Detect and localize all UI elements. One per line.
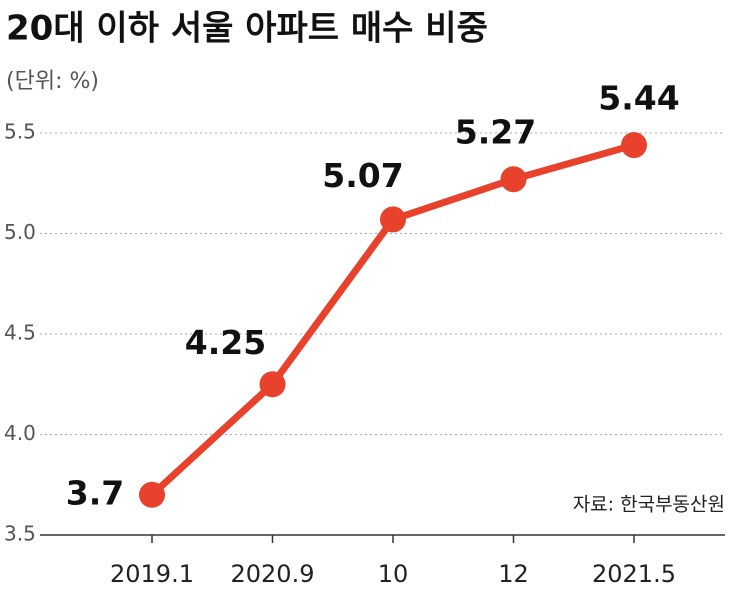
data-line	[149, 141, 635, 498]
chart-title: 20대 이하 서울 아파트 매수 비중	[6, 9, 488, 49]
x-tick-label: 2020.9	[231, 560, 315, 588]
data-label: 5.07	[322, 156, 403, 195]
y-tick-label: 5.5	[4, 120, 36, 144]
data-label: 5.44	[598, 79, 679, 118]
data-point	[139, 481, 165, 508]
y-tick-label: 5.0	[4, 220, 36, 244]
chart-subtitle: (단위: %)	[6, 69, 99, 94]
data-point	[259, 371, 286, 398]
x-tick-label: 10	[378, 560, 409, 588]
x-tick-label: 12	[498, 560, 529, 588]
data-point	[621, 132, 647, 159]
data-point	[380, 206, 406, 233]
data-label: 3.7	[66, 473, 124, 512]
y-tick-label: 4.5	[4, 321, 36, 345]
y-tick-label: 4.0	[4, 421, 36, 445]
x-tick-label: 2021.5	[592, 560, 676, 588]
y-tick-label: 3.5	[4, 522, 36, 546]
x-tick-label: 2019.1	[110, 560, 194, 588]
data-label: 4.25	[185, 323, 266, 362]
data-label: 5.27	[455, 113, 536, 152]
data-point	[500, 166, 527, 193]
source-note: 자료: 한국부동산원	[573, 494, 725, 516]
